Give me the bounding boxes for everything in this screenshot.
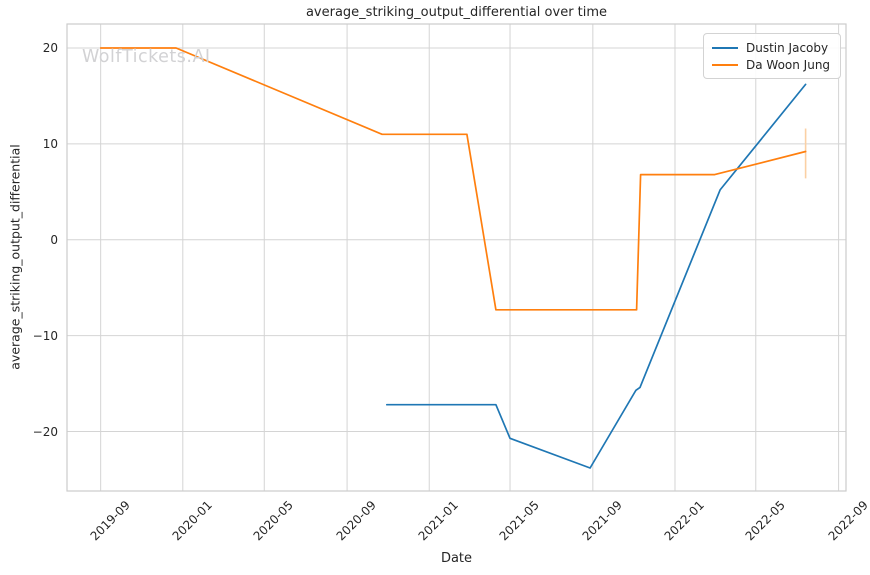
y-tick-label: 20 [42, 40, 58, 55]
chart-title: average_striking_output_differential ove… [305, 5, 608, 20]
watermark: WolfTickets.AI [82, 47, 211, 67]
y-tick-label: 10 [42, 136, 58, 151]
plot-border [66, 23, 847, 492]
legend-entry: Dustin Jacoby [712, 39, 832, 56]
legend: Dustin Jacoby Da Woon Jung [703, 33, 841, 79]
x-axis-label: Date [440, 551, 473, 566]
y-tick-label: −20 [32, 424, 58, 439]
series-line-dustin-jacoby [385, 83, 807, 469]
y-tick-label: −10 [32, 328, 58, 343]
legend-line-swatch [712, 63, 738, 66]
legend-label: Dustin Jacoby [746, 40, 829, 55]
legend-label: Da Woon Jung [746, 57, 831, 72]
y-tick-label: 0 [50, 232, 58, 247]
legend-line-swatch [712, 46, 738, 49]
legend-entry: Da Woon Jung [712, 56, 832, 73]
series-line-da-woon-jung [99, 47, 807, 311]
